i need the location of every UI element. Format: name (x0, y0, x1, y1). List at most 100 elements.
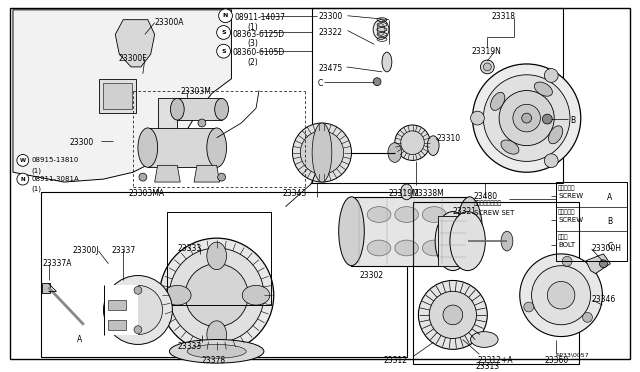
Ellipse shape (491, 92, 505, 110)
Text: 23300F: 23300F (118, 54, 147, 63)
Text: 08911-3081A: 08911-3081A (31, 176, 79, 182)
Circle shape (134, 326, 142, 334)
Circle shape (499, 90, 554, 146)
Text: BOLT: BOLT (558, 242, 575, 248)
Bar (104, 285, 138, 334)
Circle shape (139, 173, 147, 181)
Circle shape (470, 111, 484, 125)
Text: A: A (77, 334, 82, 344)
Circle shape (582, 312, 593, 322)
Bar (108, 300, 126, 310)
Circle shape (134, 286, 142, 294)
Text: 23313: 23313 (476, 362, 500, 371)
Text: 23360: 23360 (545, 356, 568, 365)
Polygon shape (194, 165, 220, 182)
Text: 23333: 23333 (177, 244, 202, 253)
Text: 23302: 23302 (360, 270, 383, 280)
Text: C: C (318, 79, 323, 88)
Text: 08911-14037: 08911-14037 (234, 13, 285, 22)
Polygon shape (586, 254, 611, 273)
Text: B: B (607, 218, 612, 227)
Text: 23337A: 23337A (42, 259, 72, 268)
Text: N: N (20, 177, 25, 182)
Text: (3): (3) (247, 39, 258, 48)
Ellipse shape (170, 99, 184, 120)
Circle shape (522, 113, 532, 123)
Text: W: W (20, 158, 26, 163)
Bar (148, 128, 217, 167)
Ellipse shape (428, 136, 439, 155)
Text: 23321: 23321 (453, 207, 477, 216)
Circle shape (483, 63, 492, 71)
Circle shape (219, 9, 232, 23)
Circle shape (481, 60, 494, 74)
Bar (99, 79, 136, 113)
Circle shape (217, 26, 230, 39)
Circle shape (159, 238, 274, 352)
Text: 23378: 23378 (202, 356, 226, 365)
Text: 23480: 23480 (474, 192, 498, 201)
Text: N: N (223, 13, 228, 18)
Circle shape (113, 285, 163, 334)
Circle shape (543, 114, 552, 124)
Ellipse shape (339, 197, 364, 266)
Text: 23300J: 23300J (73, 246, 99, 255)
Ellipse shape (422, 240, 446, 256)
Circle shape (373, 78, 381, 86)
Circle shape (547, 282, 575, 309)
Text: 23300A: 23300A (155, 18, 184, 27)
Polygon shape (115, 20, 155, 67)
Text: スクリューセット: スクリューセット (474, 201, 502, 206)
Ellipse shape (373, 20, 389, 39)
Circle shape (545, 68, 558, 82)
Circle shape (170, 248, 264, 343)
Circle shape (472, 64, 580, 172)
Circle shape (185, 264, 248, 327)
Polygon shape (155, 165, 180, 182)
Bar (351, 197, 470, 266)
Text: C: C (607, 242, 612, 251)
Circle shape (513, 104, 540, 132)
Ellipse shape (501, 140, 519, 154)
Ellipse shape (470, 331, 498, 347)
Circle shape (429, 291, 476, 339)
Ellipse shape (395, 240, 419, 256)
Ellipse shape (548, 126, 563, 144)
Text: 23322: 23322 (318, 28, 342, 36)
Circle shape (483, 75, 570, 161)
Text: 08363-6125D: 08363-6125D (232, 29, 285, 39)
Ellipse shape (450, 212, 485, 270)
Text: 08915-13810: 08915-13810 (31, 157, 79, 163)
Text: ボルト: ボルト (558, 234, 569, 240)
Bar (312, 8, 563, 183)
Polygon shape (157, 99, 202, 133)
Text: 23318: 23318 (492, 12, 515, 21)
Circle shape (217, 44, 230, 58)
Ellipse shape (401, 184, 413, 200)
Ellipse shape (164, 285, 191, 305)
Bar (438, 217, 468, 266)
Text: 08360-6105D: 08360-6105D (232, 48, 285, 57)
Circle shape (157, 170, 168, 180)
Circle shape (202, 170, 212, 180)
Text: スクリュー: スクリュー (558, 209, 575, 215)
Text: (2): (2) (247, 58, 258, 67)
Text: 23346: 23346 (591, 295, 616, 304)
Text: 23337: 23337 (111, 246, 136, 255)
Ellipse shape (170, 340, 264, 363)
Ellipse shape (367, 240, 391, 256)
Text: 23300: 23300 (69, 138, 93, 147)
Bar (168, 212, 271, 305)
Ellipse shape (501, 231, 513, 251)
Circle shape (17, 154, 29, 166)
Ellipse shape (367, 207, 391, 222)
Circle shape (401, 131, 424, 154)
Circle shape (524, 302, 534, 312)
Text: 23300: 23300 (318, 12, 342, 21)
Ellipse shape (388, 143, 402, 162)
Text: 23300H: 23300H (591, 244, 621, 253)
Circle shape (218, 173, 225, 181)
Circle shape (532, 266, 591, 325)
Circle shape (600, 260, 607, 268)
Text: SCREW: SCREW (558, 218, 583, 224)
